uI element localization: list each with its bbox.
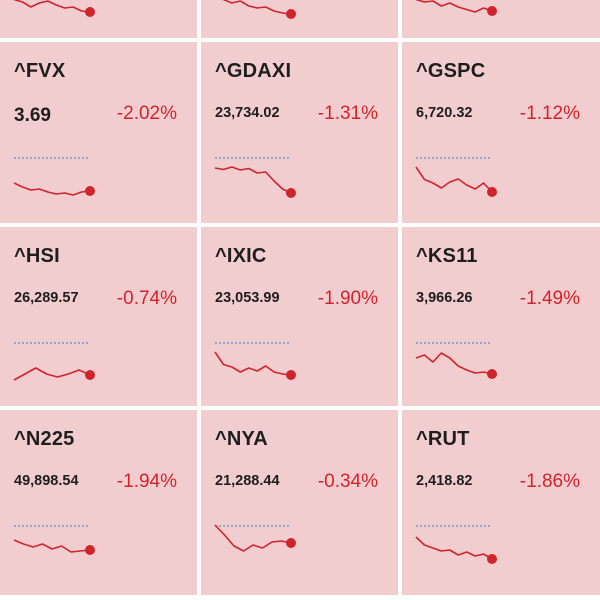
- ticker-price: 23,053.99: [215, 290, 280, 306]
- sparkline: [415, 525, 497, 564]
- ticker-tile-hsi[interactable]: ^HSI 26,289.57 -0.74%: [0, 227, 197, 406]
- ticker-change: -1.90%: [317, 288, 378, 309]
- last-price-dot: [85, 7, 95, 17]
- ticker-tile-fvx[interactable]: ^FVX 3.69 -2.02%: [0, 42, 197, 223]
- ticker-tile[interactable]: [402, 0, 600, 38]
- sparkline: [415, 342, 497, 379]
- ticker-change: -1.94%: [116, 471, 177, 492]
- trend-line: [13, 367, 91, 381]
- ticker-price: 49,898.54: [14, 473, 79, 489]
- ticker-symbol: ^NYA: [215, 428, 268, 450]
- ticker-tile-ixic[interactable]: ^IXIC 23,053.99 -1.90%: [201, 227, 398, 406]
- ticker-change: -0.74%: [116, 288, 177, 309]
- ticker-symbol: ^GSPC: [416, 60, 486, 82]
- sparkline: [415, 0, 497, 16]
- trend-line: [214, 524, 292, 552]
- trend-line: [222, 0, 292, 15]
- trend-line: [415, 166, 493, 193]
- sparkline: [13, 157, 95, 196]
- trend-line: [13, 539, 91, 553]
- ticker-symbol: ^RUT: [416, 428, 470, 450]
- sparkline: [214, 524, 296, 552]
- trend-line: [13, 0, 91, 13]
- last-price-dot: [286, 188, 296, 198]
- ticker-price: 23,734.02: [215, 105, 280, 121]
- sparkline: [13, 525, 95, 555]
- last-price-dot: [286, 9, 296, 19]
- sparkline: [415, 157, 497, 197]
- bottom-edge: [0, 595, 600, 600]
- ticker-tile-gspc[interactable]: ^GSPC 6,720.32 -1.12%: [402, 42, 600, 223]
- ticker-change: -1.49%: [519, 288, 580, 309]
- trend-line: [214, 351, 292, 376]
- ticker-symbol: ^N225: [14, 428, 75, 450]
- last-price-dot: [85, 370, 95, 380]
- sparkline: [214, 342, 296, 380]
- last-price-dot: [85, 186, 95, 196]
- sparkline: [13, 0, 95, 17]
- last-price-dot: [487, 187, 497, 197]
- last-price-dot: [286, 538, 296, 548]
- trend-line: [13, 182, 91, 196]
- ticker-change: -2.02%: [116, 103, 177, 124]
- ticker-tile[interactable]: [201, 0, 398, 38]
- ticker-symbol: ^IXIC: [215, 245, 267, 267]
- ticker-tile-nya[interactable]: ^NYA 21,288.44 -0.34%: [201, 410, 398, 595]
- ticker-change: -1.86%: [519, 471, 580, 492]
- last-price-dot: [85, 545, 95, 555]
- ticker-change: -1.12%: [519, 103, 580, 124]
- ticker-symbol: ^HSI: [14, 245, 60, 267]
- trend-line: [415, 536, 493, 560]
- trend-line: [214, 166, 292, 194]
- ticker-price: 2,418.82: [416, 473, 473, 489]
- ticker-tile[interactable]: [0, 0, 197, 38]
- trend-line: [415, 0, 493, 13]
- ticker-change: -0.34%: [317, 471, 378, 492]
- ticker-change: -1.31%: [317, 103, 378, 124]
- sparkline: [13, 342, 95, 381]
- ticker-price: 3.69: [14, 105, 51, 126]
- ticker-tile-rut[interactable]: ^RUT 2,418.82 -1.86%: [402, 410, 600, 595]
- last-price-dot: [286, 370, 296, 380]
- ticker-price: 26,289.57: [14, 290, 79, 306]
- sparkline: [222, 0, 296, 19]
- ticker-symbol: ^KS11: [416, 245, 478, 267]
- ticker-tile-ks11[interactable]: ^KS11 3,966.26 -1.49%: [402, 227, 600, 406]
- ticker-tile-gdaxi[interactable]: ^GDAXI 23,734.02 -1.31%: [201, 42, 398, 223]
- ticker-price: 3,966.26: [416, 290, 473, 306]
- ticker-symbol: ^GDAXI: [215, 60, 292, 82]
- last-price-dot: [487, 369, 497, 379]
- ticker-price: 21,288.44: [215, 473, 280, 489]
- ticker-tile-n225[interactable]: ^N225 49,898.54 -1.94%: [0, 410, 197, 595]
- sparkline: [214, 157, 296, 198]
- last-price-dot: [487, 554, 497, 564]
- trend-line: [415, 352, 493, 375]
- ticker-price: 6,720.32: [416, 105, 473, 121]
- ticker-symbol: ^FVX: [14, 60, 66, 82]
- last-price-dot: [487, 6, 497, 16]
